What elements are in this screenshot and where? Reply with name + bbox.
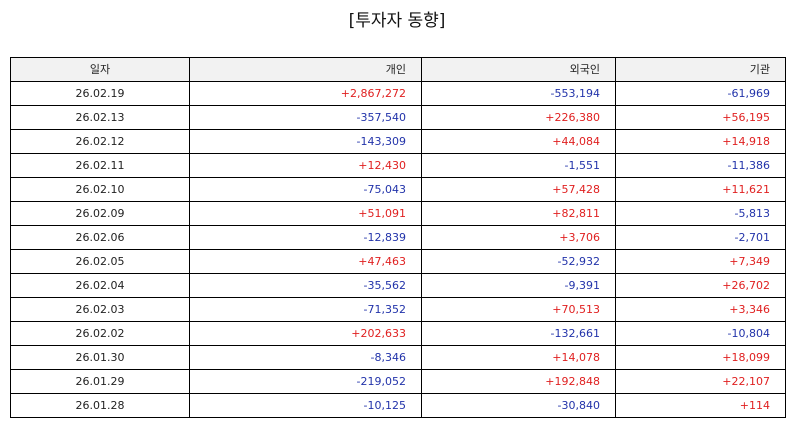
table-row: 26.02.13 -357,540 +226,380 +56,195 (10, 105, 786, 130)
cell-foreign: +192,848 (421, 369, 616, 394)
cell-foreign: +70,513 (421, 297, 616, 322)
cell-foreign: +57,428 (421, 177, 616, 202)
cell-foreign: -1,551 (421, 153, 616, 178)
cell-institution: -5,813 (615, 201, 786, 226)
table-row: 26.02.19 +2,867,272 -553,194 -61,969 (10, 81, 786, 106)
table-row: 26.02.12 -143,309 +44,084 +14,918 (10, 129, 786, 154)
cell-institution: +3,346 (615, 297, 786, 322)
table-row: 26.01.28 -10,125 -30,840 +114 (10, 393, 786, 418)
cell-date: 26.01.28 (10, 393, 190, 418)
cell-foreign: +14,078 (421, 345, 616, 370)
header-date: 일자 (10, 57, 190, 82)
table-header-row: 일자 개인 외국인 기관 (10, 57, 786, 82)
cell-date: 26.02.13 (10, 105, 190, 130)
cell-institution: -2,701 (615, 225, 786, 250)
cell-foreign: +3,706 (421, 225, 616, 250)
cell-individual: -71,352 (189, 297, 422, 322)
cell-foreign: -9,391 (421, 273, 616, 298)
table-row: 26.02.11 +12,430 -1,551 -11,386 (10, 153, 786, 178)
cell-foreign: +226,380 (421, 105, 616, 130)
cell-individual: -10,125 (189, 393, 422, 418)
cell-date: 26.02.03 (10, 297, 190, 322)
cell-foreign: -30,840 (421, 393, 616, 418)
page-title: [투자자 동향] (348, 11, 446, 31)
cell-date: 26.01.29 (10, 369, 190, 394)
table-row: 26.01.30 -8,346 +14,078 +18,099 (10, 345, 786, 370)
cell-date: 26.01.30 (10, 345, 190, 370)
table-row: 26.02.05 +47,463 -52,932 +7,349 (10, 249, 786, 274)
cell-date: 26.02.19 (10, 81, 190, 106)
cell-individual: +12,430 (189, 153, 422, 178)
cell-institution: +114 (615, 393, 786, 418)
cell-foreign: +44,084 (421, 129, 616, 154)
table-row: 26.01.29 -219,052 +192,848 +22,107 (10, 369, 786, 394)
cell-institution: +56,195 (615, 105, 786, 130)
cell-individual: -75,043 (189, 177, 422, 202)
cell-institution: +22,107 (615, 369, 786, 394)
cell-institution: +7,349 (615, 249, 786, 274)
header-institution: 기관 (615, 57, 786, 82)
cell-foreign: -553,194 (421, 81, 616, 106)
cell-date: 26.02.02 (10, 321, 190, 346)
cell-date: 26.02.12 (10, 129, 190, 154)
cell-date: 26.02.05 (10, 249, 190, 274)
table-row: 26.02.10 -75,043 +57,428 +11,621 (10, 177, 786, 202)
cell-individual: -12,839 (189, 225, 422, 250)
cell-date: 26.02.11 (10, 153, 190, 178)
cell-individual: -143,309 (189, 129, 422, 154)
table-row: 26.02.06 -12,839 +3,706 -2,701 (10, 225, 786, 250)
cell-date: 26.02.10 (10, 177, 190, 202)
table-row: 26.02.04 -35,562 -9,391 +26,702 (10, 273, 786, 298)
cell-foreign: +82,811 (421, 201, 616, 226)
investor-trend-table: 일자 개인 외국인 기관 26.02.19 +2,867,272 -553,194-… (10, 57, 786, 418)
cell-date: 26.02.04 (10, 273, 190, 298)
table-row: 26.02.03 -71,352 +70,513 +3,346 (10, 297, 786, 322)
cell-individual: -357,540 (189, 105, 422, 130)
cell-individual: +202,633 (189, 321, 422, 346)
cell-institution: +14,918 (615, 129, 786, 154)
cell-institution: +11,621 (615, 177, 786, 202)
cell-individual: +51,091 (189, 201, 422, 226)
cell-foreign: -132,661 (421, 321, 616, 346)
cell-institution: +18,099 (615, 345, 786, 370)
header-individual: 개인 (189, 57, 422, 82)
cell-foreign: -52,932 (421, 249, 616, 274)
cell-institution: -11,386 (615, 153, 786, 178)
cell-institution: -10,804 (615, 321, 786, 346)
table-row: 26.02.02 +202,633 -132,661 -10,804 (10, 321, 786, 346)
cell-date: 26.02.06 (10, 225, 190, 250)
cell-date: 26.02.09 (10, 201, 190, 226)
cell-individual: +47,463 (189, 249, 422, 274)
cell-individual: -35,562 (189, 273, 422, 298)
header-foreign: 외국인 (421, 57, 616, 82)
cell-individual: -219,052 (189, 369, 422, 394)
cell-individual: -8,346 (189, 345, 422, 370)
cell-institution: -61,969 (615, 81, 786, 106)
cell-individual: +2,867,272 (189, 81, 422, 106)
table-row: 26.02.09 +51,091 +82,811 -5,813 (10, 201, 786, 226)
cell-institution: +26,702 (615, 273, 786, 298)
